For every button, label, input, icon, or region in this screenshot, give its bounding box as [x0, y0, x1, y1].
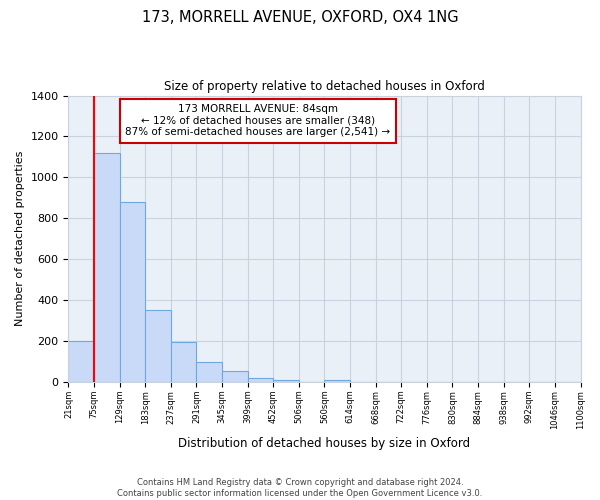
- Bar: [325, 380, 350, 382]
- Text: Contains HM Land Registry data © Crown copyright and database right 2024.
Contai: Contains HM Land Registry data © Crown c…: [118, 478, 482, 498]
- Text: 173 MORRELL AVENUE: 84sqm
← 12% of detached houses are smaller (348)
87% of semi: 173 MORRELL AVENUE: 84sqm ← 12% of detac…: [125, 104, 391, 138]
- Title: Size of property relative to detached houses in Oxford: Size of property relative to detached ho…: [164, 80, 485, 93]
- Bar: [94, 153, 119, 382]
- Bar: [171, 342, 196, 382]
- Bar: [248, 378, 273, 382]
- Bar: [119, 202, 145, 382]
- Bar: [196, 362, 222, 382]
- Bar: [145, 310, 171, 382]
- X-axis label: Distribution of detached houses by size in Oxford: Distribution of detached houses by size …: [178, 437, 470, 450]
- Y-axis label: Number of detached properties: Number of detached properties: [15, 151, 25, 326]
- Bar: [222, 371, 248, 382]
- Bar: [68, 341, 94, 382]
- Text: 173, MORRELL AVENUE, OXFORD, OX4 1NG: 173, MORRELL AVENUE, OXFORD, OX4 1NG: [142, 10, 458, 25]
- Bar: [273, 380, 299, 382]
